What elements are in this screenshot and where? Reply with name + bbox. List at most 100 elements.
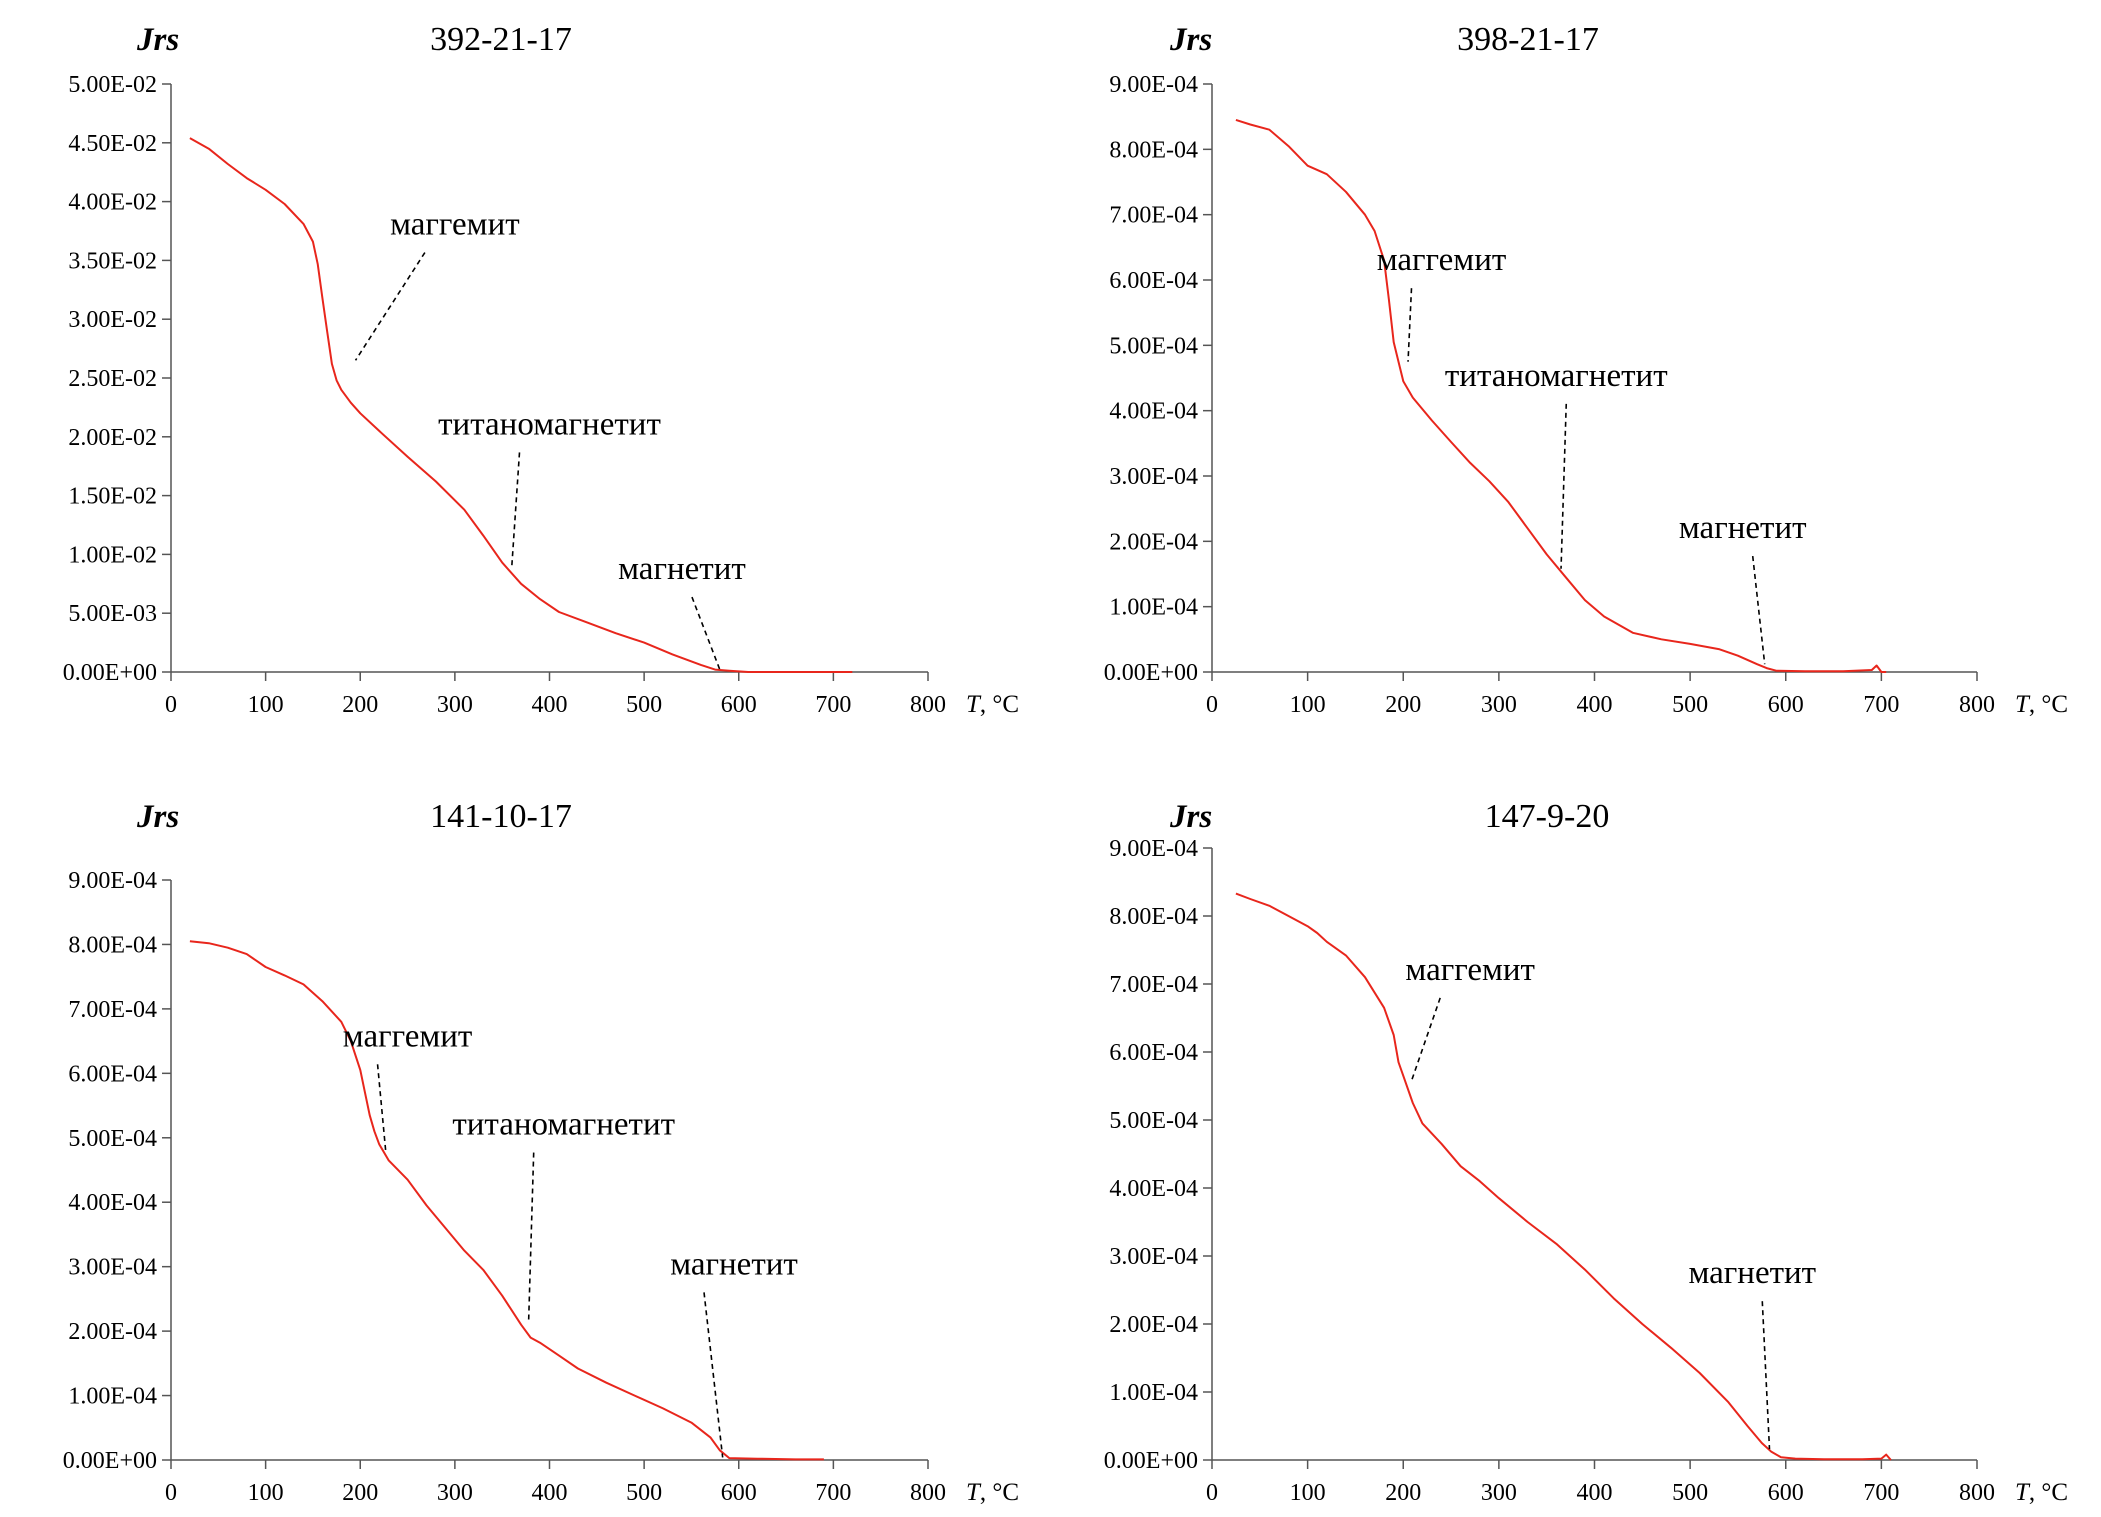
x-tick-label: 800: [910, 1480, 946, 1506]
y-tick-label: 1.00E-02: [68, 542, 157, 568]
x-tick-label: 500: [626, 692, 662, 718]
chart-title: 398-21-17: [1457, 21, 1599, 58]
x-tick-label: 700: [815, 1480, 851, 1506]
annotation-leader: [1407, 288, 1413, 362]
y-tick-label: 8.00E-04: [1109, 137, 1198, 163]
x-tick-label: 0: [165, 1480, 177, 1506]
y-tick-label: 1.00E-04: [1109, 1380, 1198, 1406]
y-tick-label: 7.00E-04: [1109, 203, 1198, 229]
x-tick-label: 300: [437, 1480, 473, 1506]
annotation-label: маггемит: [390, 207, 520, 243]
y-tick-label: 2.50E-02: [68, 366, 157, 392]
x-tick-label: 400: [1577, 692, 1613, 718]
x-tick-label: 0: [1206, 692, 1218, 718]
annotation-label: магнетит: [1679, 510, 1807, 546]
x-tick-label: 500: [1672, 1480, 1708, 1506]
series-line-1: [189, 940, 824, 1461]
y-tick-label: 0.00E+00: [1104, 660, 1198, 686]
annotation-leader: [703, 1292, 724, 1458]
x-tick-label: 100: [248, 1480, 284, 1506]
x-tick-label: 300: [1481, 1480, 1517, 1506]
x-tick-label: 200: [342, 692, 378, 718]
x-tick-label: 0: [165, 692, 177, 718]
x-tick-label: 400: [532, 692, 568, 718]
y-tick-label: 4.00E-04: [1109, 399, 1198, 425]
x-tick-label: 700: [1863, 692, 1899, 718]
x-tick-label: 500: [626, 1480, 662, 1506]
y-tick-label: 5.00E-04: [68, 1126, 157, 1152]
y-tick-label: 4.00E-04: [1109, 1176, 1198, 1202]
x-tick-label: 300: [1481, 692, 1517, 718]
y-tick-label: 3.00E-04: [1109, 464, 1198, 490]
annotation-leader: [1761, 1301, 1771, 1450]
x-tick-label: 800: [1959, 692, 1995, 718]
x-axis-title: T, °C: [2015, 691, 2068, 718]
x-axis-title-unit: , °C: [2029, 1479, 2068, 1506]
x-tick-label: 200: [1385, 1480, 1421, 1506]
annotation-label: маггемит: [343, 1018, 473, 1054]
series-line-1: [189, 137, 853, 673]
y-tick-label: 8.00E-04: [68, 932, 157, 958]
y-tick-label: 1.50E-02: [68, 484, 157, 510]
x-tick-label: 100: [1290, 1480, 1326, 1506]
x-tick-label: 300: [437, 692, 473, 718]
annotation-leader: [1751, 555, 1766, 665]
y-tick-label: 1.00E-04: [68, 1384, 157, 1410]
x-tick-label: 100: [1290, 692, 1326, 718]
y-tick-label: 6.00E-04: [1109, 268, 1198, 294]
x-tick-label: 600: [721, 692, 757, 718]
annotation-label: маггемит: [1405, 952, 1535, 988]
x-axis-title: T, °C: [966, 1479, 1019, 1506]
y-tick-label: 0.00E+00: [63, 1448, 157, 1474]
annotation-leader: [691, 596, 721, 670]
chart-panel-4: 0.00E+00 1.00E-04 2.00E-04 3.00E-04 4.00E-04…: [1104, 798, 2068, 1506]
annotation-label: титаномагнетит: [1445, 358, 1668, 394]
x-tick-label: 0: [1206, 1480, 1218, 1506]
x-tick-label: 600: [1768, 1480, 1804, 1506]
y-tick-label: 3.00E-04: [68, 1255, 157, 1281]
series-line-1: [1235, 892, 1892, 1461]
annotation-label: магнетит: [1688, 1255, 1816, 1291]
y-tick-label: 9.00E-04: [68, 868, 157, 894]
y-tick-label: 0.00E+00: [1104, 1448, 1198, 1474]
y-tick-label: 7.00E-04: [1109, 972, 1198, 998]
x-tick-label: 500: [1672, 692, 1708, 718]
x-axis-title: T, °C: [966, 691, 1019, 718]
y-tick-label: 6.00E-04: [68, 1061, 157, 1087]
x-tick-label: 800: [1959, 1480, 1995, 1506]
annotation-label: магнетит: [670, 1246, 798, 1282]
y-tick-label: 7.00E-04: [68, 997, 157, 1023]
x-axis-title-var: T: [2015, 1479, 2031, 1506]
annotation-label: титаномагнетит: [438, 406, 661, 442]
y-tick-label: 1.00E-04: [1109, 595, 1198, 621]
y-tick-label: 5.00E-03: [68, 601, 157, 627]
x-axis-title-unit: , °C: [2029, 691, 2068, 718]
x-tick-label: 700: [815, 692, 851, 718]
x-axis-title: T, °C: [2015, 1479, 2068, 1506]
annotation-label: маггемит: [1377, 242, 1507, 278]
x-tick-label: 600: [721, 1480, 757, 1506]
x-tick-label: 400: [532, 1480, 568, 1506]
y-tick-label: 2.00E-02: [68, 425, 157, 451]
y-tick-label: 6.00E-04: [1109, 1040, 1198, 1066]
y-tick-label: 4.00E-02: [68, 190, 157, 216]
chart-panel-2: 0.00E+00 1.00E-04 2.00E-04 3.00E-04 4.00E-04…: [1104, 21, 2068, 718]
y-axis-title: Jrs: [136, 799, 179, 835]
annotation-leader: [354, 252, 426, 361]
series-line-1: [1235, 118, 1887, 673]
y-tick-label: 5.00E-04: [1109, 1108, 1198, 1134]
x-axis-title-unit: , °C: [980, 691, 1019, 718]
y-tick-label: 3.00E-02: [68, 307, 157, 333]
x-tick-label: 100: [248, 692, 284, 718]
x-axis-title-unit: , °C: [980, 1479, 1019, 1506]
y-axis-title: Jrs: [136, 22, 179, 58]
annotation-label: магнетит: [618, 551, 746, 587]
x-axis-title-var: T: [966, 1479, 982, 1506]
y-tick-label: 0.00E+00: [63, 660, 157, 686]
y-tick-label: 2.00E-04: [1109, 529, 1198, 555]
x-axis-title-var: T: [2015, 691, 2031, 718]
y-tick-label: 5.00E-04: [1109, 333, 1198, 359]
annotation-label: титаномагнетит: [452, 1107, 675, 1143]
y-axis-title: Jrs: [1169, 22, 1212, 58]
